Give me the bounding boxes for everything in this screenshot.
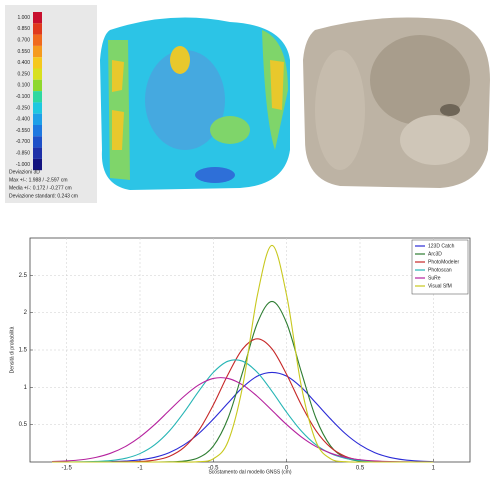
- colorbar-label: -1.000: [16, 162, 30, 168]
- y-tick-label: 0.5: [19, 422, 28, 428]
- colorbar-swatch: [33, 148, 42, 159]
- colorbar-swatch: [33, 91, 42, 102]
- colorbar-label: -0.400: [16, 117, 30, 123]
- colorbar-label: 0.100: [17, 83, 30, 89]
- x-tick-label: -1: [137, 466, 143, 472]
- colorbar-swatch: [33, 114, 42, 125]
- legend-label: SuRe: [428, 275, 441, 281]
- y-tick-label: 2.5: [19, 273, 28, 279]
- y-axis-label: Densità di probabilità: [9, 326, 15, 373]
- x-axis-label: Scostamento dal modello GNSS (cm): [208, 469, 291, 475]
- colorbar-swatch: [33, 69, 42, 80]
- colorbar-swatch: [33, 46, 42, 57]
- colorbar-swatch: [33, 80, 42, 91]
- legend-label: PhotoModeler: [428, 259, 459, 265]
- colorbar-swatch: [33, 23, 42, 34]
- colorbar-label: 0.850: [17, 26, 30, 32]
- x-tick-label: 0.5: [356, 466, 365, 472]
- colorbar-caption: Media +/-: 0.172 / -0.277 cm: [9, 185, 72, 191]
- x-tick-label: 1: [432, 466, 436, 472]
- colorbar-caption: Max +/-: 1.988 / -2.597 cm: [9, 177, 68, 183]
- x-tick-label: -1.5: [61, 466, 72, 472]
- colorbar-label: -0.250: [16, 105, 30, 111]
- legend-label: Arc3D: [428, 251, 442, 257]
- legend-label: Photoscan: [428, 267, 452, 273]
- legend-label: 123D Catch: [428, 243, 455, 249]
- colorbar-swatch: [33, 35, 42, 46]
- figure: 1.000 0.850 0.700 0.550 0.400 0.250 0.100 -0.10…: [0, 0, 496, 480]
- y-tick-label: 1.5: [19, 348, 28, 354]
- colorbar-label: -0.700: [16, 139, 30, 145]
- legend-label: Visual SfM: [428, 283, 452, 289]
- colorbar-label: -0.850: [16, 151, 30, 157]
- colorbar-label: -0.550: [16, 128, 30, 134]
- colorbar-caption: Deviazione standard: 0.243 cm: [9, 193, 78, 199]
- colorbar-label: 0.250: [17, 71, 30, 77]
- colorbar-label: 0.400: [17, 60, 30, 66]
- colorbar-label: -0.100: [16, 94, 30, 100]
- colorbar-swatch: [33, 12, 42, 23]
- colorbar-swatch: [33, 136, 42, 147]
- colorbar-label: 0.550: [17, 49, 30, 55]
- colorbar-swatch: [33, 102, 42, 113]
- colorbar-label: 1.000: [17, 15, 30, 21]
- y-tick-label: 1: [24, 385, 28, 391]
- colorbar-label: 0.700: [17, 38, 30, 44]
- colorbar-caption: Deviazioni 3D: [9, 169, 40, 175]
- y-tick-label: 2: [24, 310, 28, 316]
- textured-model: [303, 18, 490, 188]
- deviation-model: [100, 18, 290, 191]
- colorbar-swatch: [33, 57, 42, 68]
- colorbar-swatch: [33, 125, 42, 136]
